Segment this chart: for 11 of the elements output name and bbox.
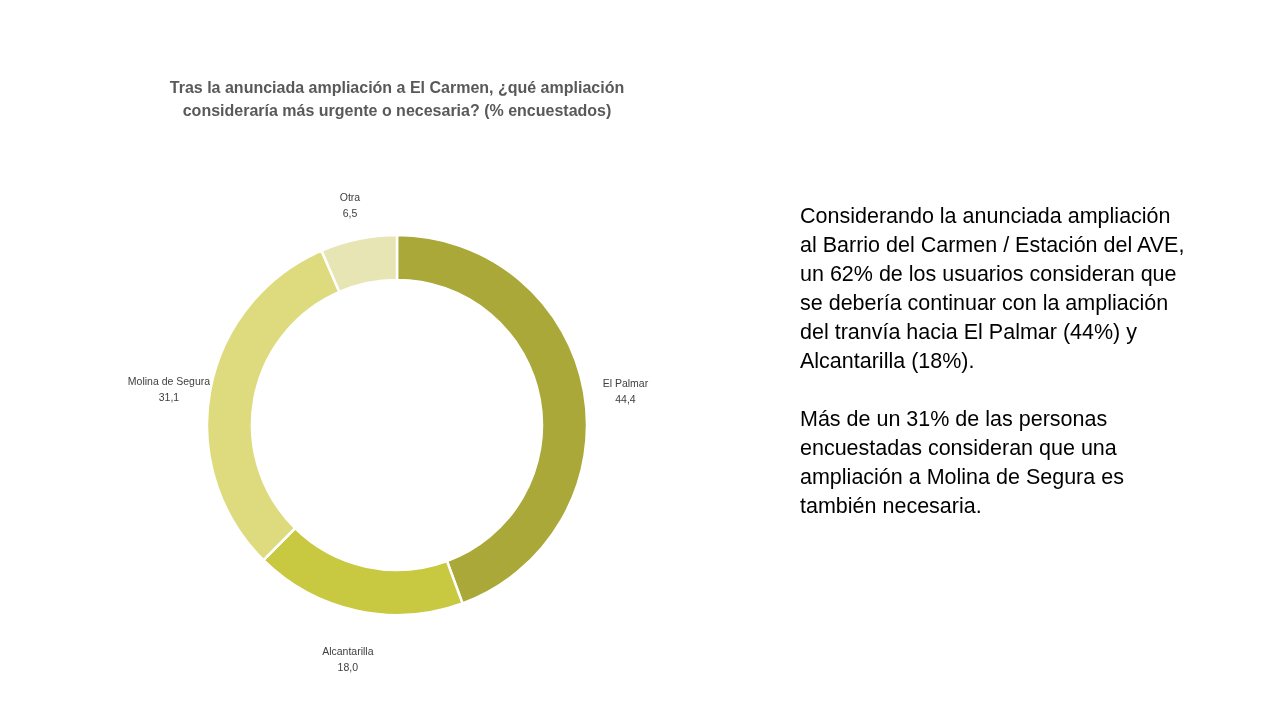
- slice-label: Otra: [339, 190, 361, 203]
- chart-title: Tras la anunciada ampliación a El Carmen, ¿qué ampliación consideraría más urgente o necesaria? (% encuestados): [169, 79, 625, 119]
- text: Más de un 31% de las personas encuestadas consideran que una ampliación a Molina de Segura es también necesaria.: [800, 407, 1124, 518]
- data-label: 18,0: [337, 660, 359, 673]
- slice-label: Molina de Segura: [127, 375, 211, 388]
- text: Considerando la anunciada ampliación al Barrio del Carmen / Estación del AVE, un 62% de los usuarios consideran que se debería continuar con la ampliación del tranvía hacia El Palmar (44%) y Alcantarilla (18%).: [800, 204, 1185, 373]
- slice-label: El Palmar: [602, 377, 649, 390]
- data-label: 6,5: [342, 206, 358, 219]
- data-label: 31,1: [158, 391, 180, 404]
- data-label: 44,4: [615, 393, 636, 406]
- slice-label: Alcantarilla: [322, 644, 374, 657]
